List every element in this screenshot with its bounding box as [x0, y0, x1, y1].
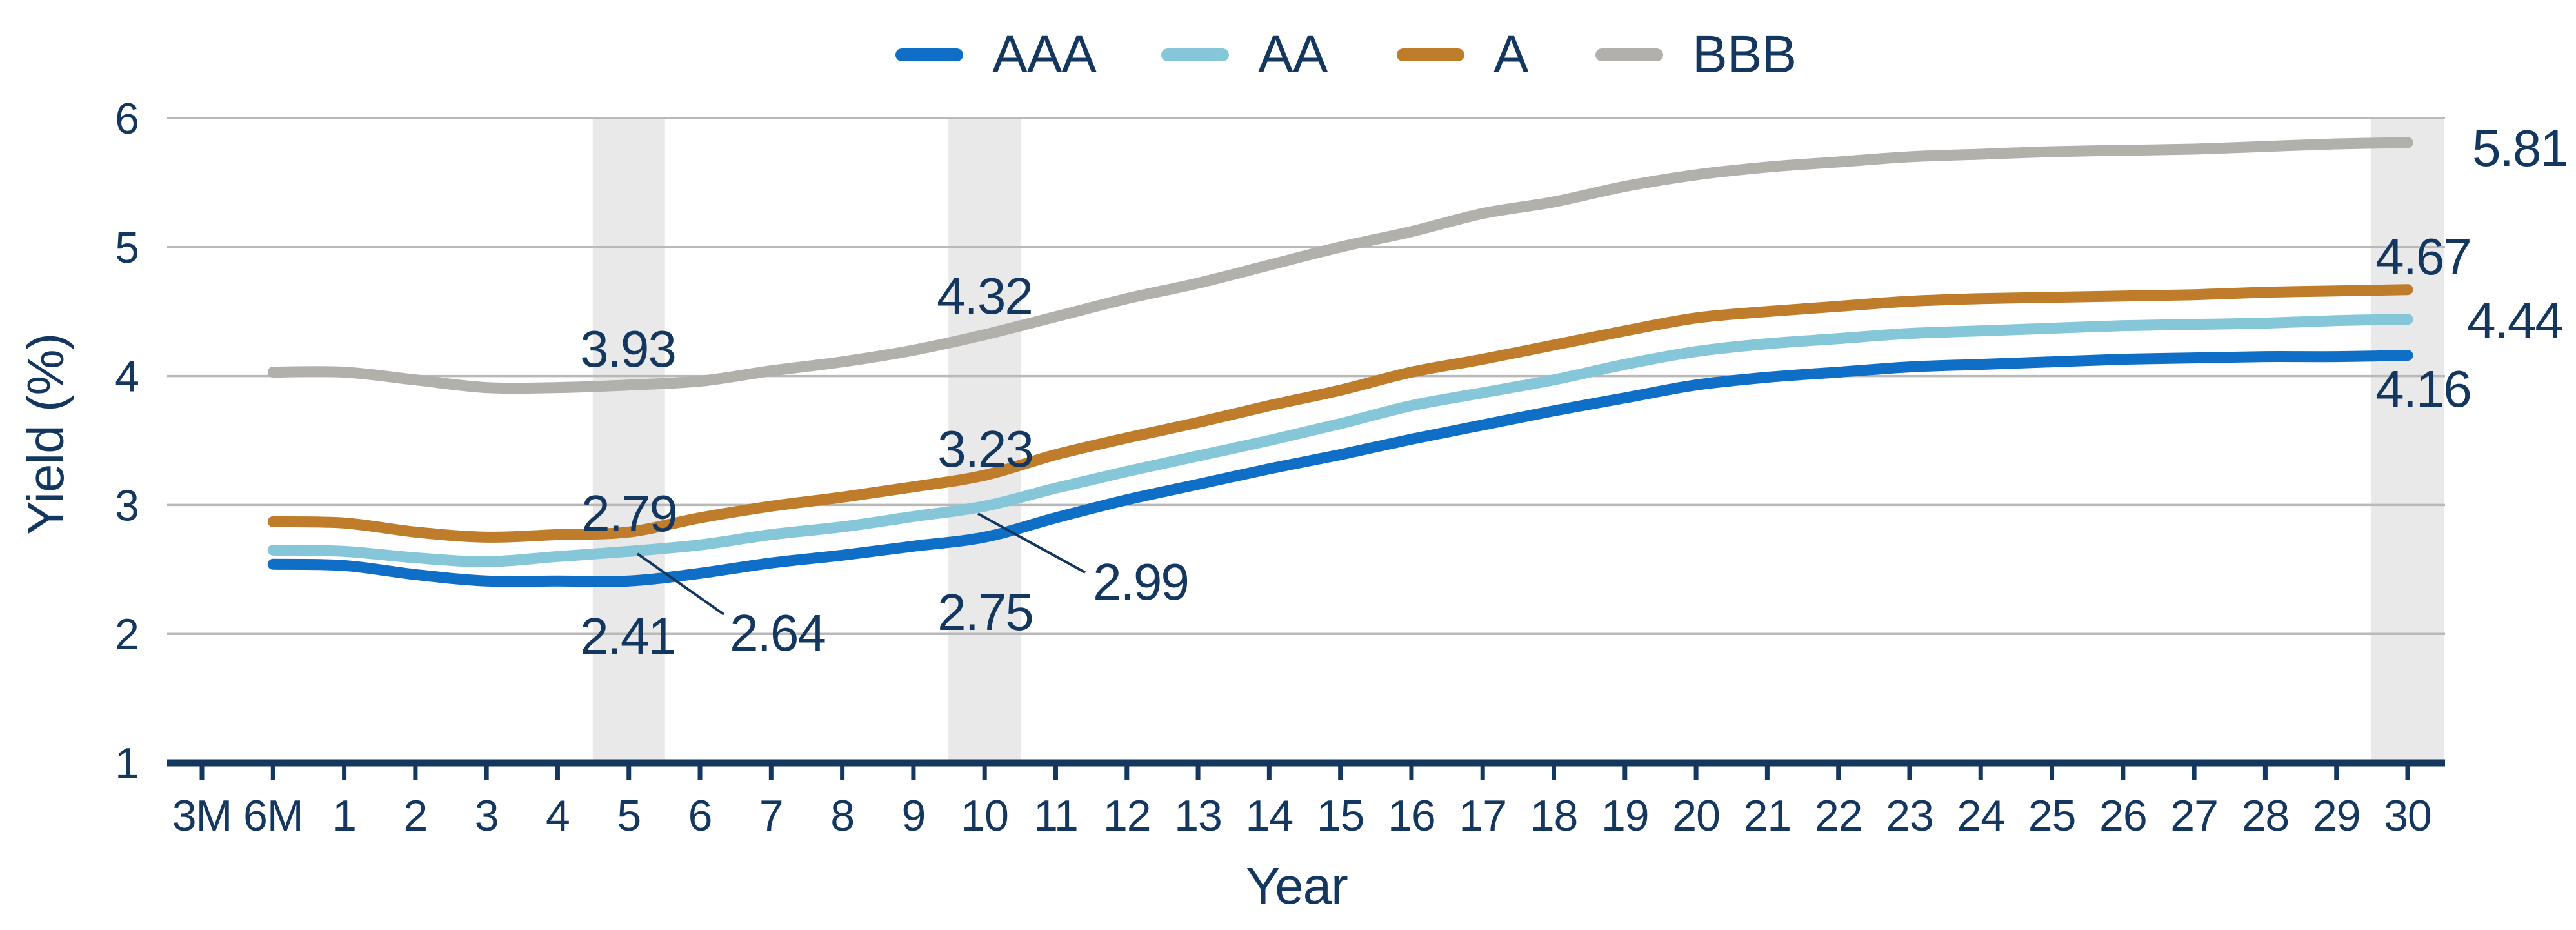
x-tick-label-23: 23 — [1886, 791, 1933, 840]
leader-line-aa-10 — [977, 512, 1086, 574]
x-tick-label-14: 14 — [1246, 791, 1293, 840]
x-tick-label-6M: 6M — [243, 791, 303, 840]
x-tick-label-18: 18 — [1530, 791, 1578, 840]
x-tick-label-4: 4 — [546, 791, 570, 840]
value-label-a-5: 2.79 — [581, 485, 677, 542]
value-label-a-30: 4.67 — [2375, 228, 2471, 285]
highlight-bands — [592, 118, 2444, 763]
value-label-aa-5: 2.64 — [730, 604, 825, 662]
y-tick-label-3: 3 — [115, 481, 139, 530]
value-label-aa-30: 4.44 — [2467, 292, 2562, 349]
value-label-aaa-5: 2.41 — [580, 607, 675, 665]
x-tick-label-24: 24 — [1957, 791, 2004, 840]
x-tick-label-5: 5 — [617, 791, 641, 840]
legend-item-aa: AA — [1161, 25, 1329, 84]
x-tick-label-1: 1 — [332, 791, 356, 840]
leader-line-aa-5 — [636, 552, 725, 616]
x-tick-label-27: 27 — [2170, 791, 2218, 840]
y-axis-title: Yield (%) — [17, 334, 74, 536]
x-tick-label-21: 21 — [1744, 791, 1792, 840]
legend-label-aa: AA — [1258, 25, 1328, 84]
legend-label-aaa: AAA — [992, 25, 1097, 84]
x-tick-label-29: 29 — [2313, 791, 2361, 840]
x-tick-label-28: 28 — [2242, 791, 2290, 840]
legend: AAA AA A BBB — [895, 25, 1797, 84]
x-tick-label-11: 11 — [1033, 791, 1078, 840]
x-tick-label-8: 8 — [830, 791, 854, 840]
series-line-a — [267, 284, 2413, 543]
series-line-aaa — [267, 350, 2413, 587]
x-tick-label-16: 16 — [1388, 791, 1435, 840]
value-label-aaa-30: 4.16 — [2375, 360, 2471, 418]
x-tick-label-25: 25 — [2028, 791, 2076, 840]
x-axis-title: Year — [1246, 857, 1348, 915]
x-tick-label-17: 17 — [1459, 791, 1506, 840]
x-tick-label-26: 26 — [2099, 791, 2147, 840]
value-label-a-10: 3.23 — [937, 420, 1033, 478]
y-tick-label-6: 6 — [115, 94, 139, 143]
legend-item-bbb: BBB — [1595, 25, 1797, 84]
highlight-band-10 — [948, 118, 1021, 763]
y-tick-label-2: 2 — [115, 610, 139, 659]
x-tick-label-3M: 3M — [172, 791, 232, 840]
x-tick-label-12: 12 — [1103, 791, 1151, 840]
highlight-band-30 — [2371, 118, 2444, 763]
x-tick-label-6: 6 — [688, 791, 712, 840]
series-lines — [267, 137, 2413, 587]
x-axis: 3M 6M 1 2 3 4 5 6 7 8 9 10 11 12 13 14 15 16 17 18 19 20 21 22 2… — [167, 759, 2445, 840]
x-tick-label-10: 10 — [961, 791, 1008, 840]
y-axis: 6 5 4 3 2 1 — [115, 94, 139, 788]
value-label-aaa-10: 2.75 — [937, 583, 1033, 641]
x-tick-label-13: 13 — [1174, 791, 1222, 840]
x-tick-label-20: 20 — [1672, 791, 1720, 840]
series-line-aa — [267, 314, 2413, 567]
value-label-aa-10: 2.99 — [1093, 553, 1188, 611]
value-annotations: 3.93 2.79 2.64 2.41 4.32 3.23 2.99 2.75 5.814.67… — [580, 119, 2569, 665]
x-tick-label-15: 15 — [1317, 791, 1364, 840]
x-tick-label-3: 3 — [475, 791, 499, 840]
y-tick-label-5: 5 — [115, 223, 139, 272]
x-tick-label-19: 19 — [1601, 791, 1649, 840]
value-label-bbb-10: 4.32 — [937, 267, 1032, 325]
series-line-bbb — [267, 137, 2413, 394]
y-tick-label-4: 4 — [115, 352, 139, 401]
x-tick-label-22: 22 — [1815, 791, 1862, 840]
x-tick-label-9: 9 — [901, 791, 925, 840]
value-label-bbb-5: 3.93 — [580, 320, 675, 378]
legend-item-a: A — [1397, 25, 1530, 84]
x-tick-label-7: 7 — [759, 791, 783, 840]
legend-label-a: A — [1493, 25, 1529, 84]
legend-label-bbb: BBB — [1692, 25, 1796, 84]
x-tick-label-30: 30 — [2384, 791, 2431, 840]
x-tick-label-2: 2 — [403, 791, 427, 840]
highlight-band-5 — [592, 118, 665, 763]
gridlines — [167, 117, 2445, 635]
y-tick-label-1: 1 — [115, 739, 139, 788]
value-label-bbb-30: 5.81 — [2472, 119, 2568, 177]
legend-item-aaa: AAA — [895, 25, 1097, 84]
